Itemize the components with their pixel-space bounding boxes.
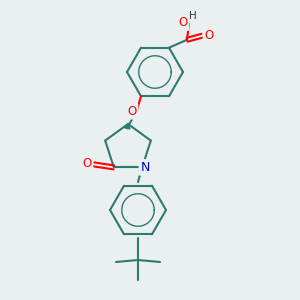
Text: O: O — [82, 157, 92, 170]
Text: O: O — [178, 16, 188, 29]
Text: H: H — [189, 11, 197, 21]
Polygon shape — [124, 124, 130, 129]
Text: O: O — [128, 105, 136, 118]
Text: O: O — [204, 29, 214, 42]
Text: N: N — [140, 161, 150, 174]
